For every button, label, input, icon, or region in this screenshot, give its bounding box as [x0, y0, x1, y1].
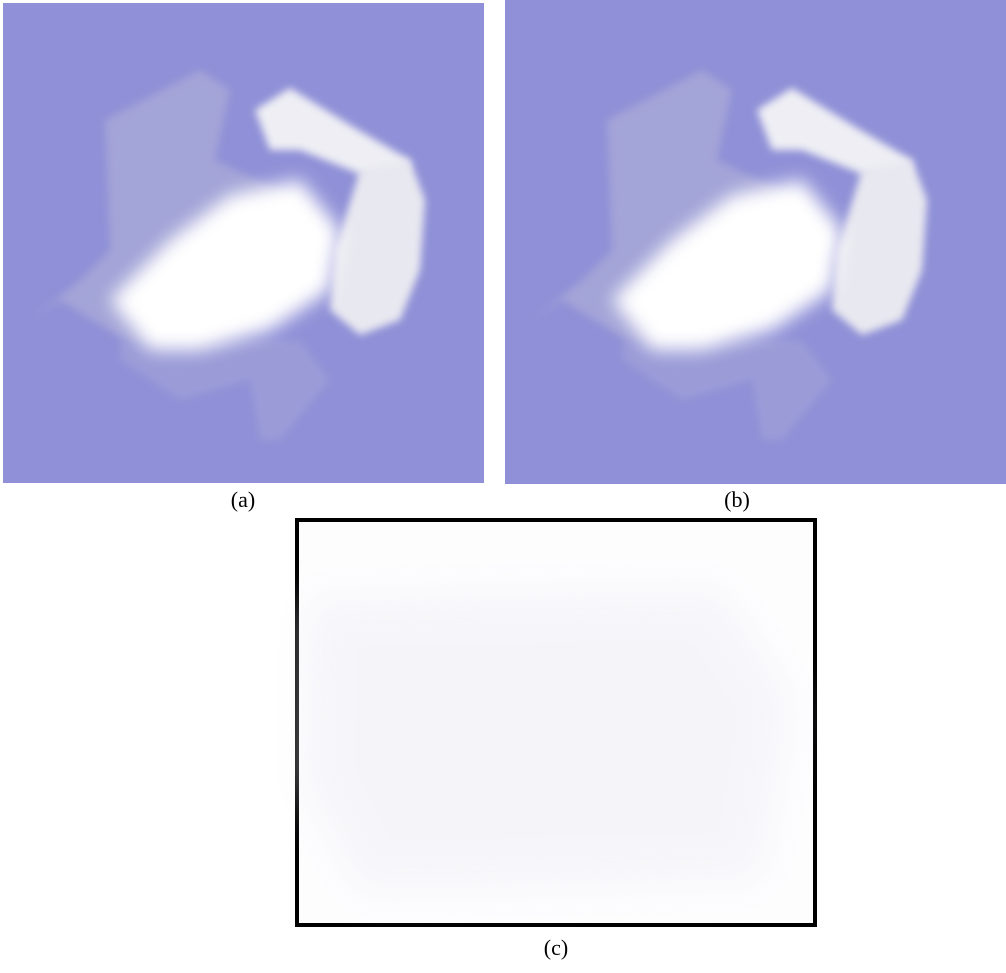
panel-label: (b) — [724, 487, 750, 512]
page: (a) (b) (c) (() => { const data = JSON.p… — [0, 0, 1006, 968]
panel-label: (c) — [544, 935, 568, 960]
panel-c-rendering — [305, 590, 790, 890]
figure: (a) (b) (c) — [0, 0, 1006, 968]
panel-label: (a) — [231, 487, 255, 512]
